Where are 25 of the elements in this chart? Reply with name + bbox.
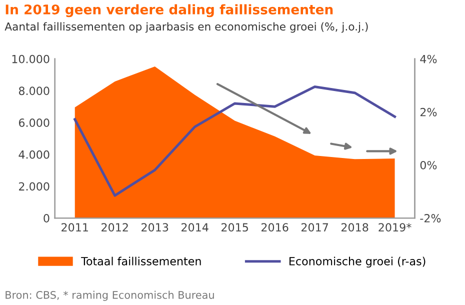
y-tick-label: 8.000 (18, 86, 50, 96)
y-tick-label: 10.000 (12, 54, 50, 64)
x-tick-label: 2016 (261, 223, 288, 232)
x-tick-label: 2019* (378, 223, 412, 232)
chart-subtitle: Aantal faillissementen op jaarbasis en economische groei (%, j.o.j.) (4, 22, 368, 33)
x-tick-label: 2014 (182, 223, 208, 232)
text: Bron: CBS, * raming Economisch Bureau (6, 290, 214, 301)
x-tick-label: 2011 (62, 223, 88, 232)
y-tick-label: 2.000 (19, 182, 50, 191)
legend-label: Economische groei (r-as) (290, 256, 426, 268)
x-tick-label: 2017 (301, 223, 328, 232)
x-tick-label: 2018 (341, 223, 368, 232)
legend-label: Totaal faillissementen (81, 256, 201, 266)
y-tick-label: 6.000 (18, 118, 50, 127)
x-tick-label: 2013 (142, 223, 168, 232)
y2-tick-label: 4% (420, 54, 437, 64)
x-tick-label: 2012 (102, 223, 128, 232)
y-tick-label: 0 (44, 214, 50, 222)
chart-title: In 2019 geen verdere daling faillissementen (6, 4, 333, 18)
y2-tick-label: -2% (420, 214, 441, 222)
y2-tick-label: 0% (420, 160, 437, 170)
x-tick-label: 2015 (222, 223, 248, 232)
y2-tick-label: 2% (420, 108, 437, 116)
y-tick-label: 4.000 (18, 150, 50, 159)
line-series (74, 85, 396, 197)
